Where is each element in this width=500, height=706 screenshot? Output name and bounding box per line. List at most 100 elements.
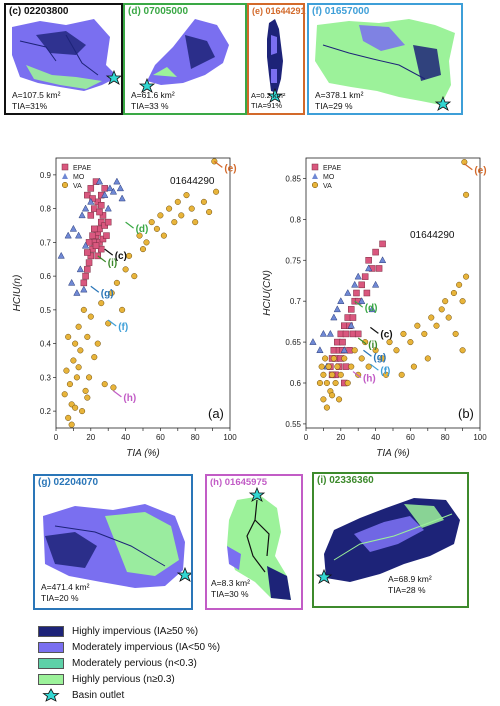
- legend-row-highly-impervious: Highly impervious (IA≥50 %): [38, 624, 198, 638]
- data-point-va: [322, 355, 329, 362]
- data-point-epae: [97, 218, 105, 226]
- data-point-va: [75, 323, 82, 330]
- data-point-epae: [358, 281, 365, 289]
- data-point-mo: [81, 241, 90, 249]
- data-point-va: [341, 355, 348, 362]
- data-point-va: [143, 239, 150, 246]
- legend-row-highly-pervious: Highly pervious (n≥0.3): [38, 672, 175, 686]
- data-point-va: [79, 408, 86, 415]
- data-point-mo: [81, 204, 90, 212]
- y-tick-label: 0.2: [40, 407, 52, 416]
- data-point-va: [456, 281, 463, 288]
- data-point-va: [459, 347, 466, 354]
- data-point-va: [91, 354, 98, 361]
- legend-swatch-moderately-pervious: [38, 657, 64, 669]
- callout-line: [107, 319, 117, 327]
- data-point-va: [398, 371, 405, 378]
- callout-line: [90, 285, 100, 293]
- data-point-mo: [319, 329, 328, 337]
- data-point-epae: [96, 208, 103, 216]
- data-point-va: [379, 355, 386, 362]
- data-point-va: [98, 300, 105, 307]
- data-point-va: [318, 363, 325, 370]
- data-point-mo: [358, 297, 366, 304]
- data-point-va: [450, 289, 457, 297]
- data-point-va: [87, 313, 94, 320]
- data-point-va: [334, 363, 341, 370]
- data-point-va: [351, 347, 358, 354]
- data-point-va: [80, 306, 87, 313]
- map-panel-f: (f) 01657000 A=378.1 km² TIA=29 %: [307, 3, 463, 115]
- data-point-va: [174, 198, 181, 205]
- data-point-va: [410, 363, 417, 370]
- data-point-epae: [103, 232, 110, 239]
- callout-line: [463, 163, 473, 171]
- data-point-va: [136, 232, 143, 239]
- y-tick-label: 0.5: [40, 306, 52, 315]
- data-point-va: [131, 273, 138, 280]
- map-panel-e: (e) 01644291 A=0.2 km² TIA=91%: [247, 3, 306, 115]
- data-point-va: [139, 246, 147, 253]
- callout-line: [370, 363, 379, 371]
- scatter-chart-b: 0 20 40 60 80 100 0.55 0.6 0.65 0.7 0.75 0.8 0.85 TIA…: [262, 157, 487, 459]
- x-tick-label: 100: [473, 433, 487, 442]
- data-point-mo: [80, 285, 88, 293]
- callout-label: (f): [118, 322, 128, 333]
- callout-label: (i): [108, 258, 117, 269]
- map-c: [12, 19, 121, 91]
- data-point-va: [188, 205, 195, 212]
- data-point-va: [320, 396, 327, 403]
- legend-marker-mo: [312, 173, 318, 179]
- data-point-va: [344, 379, 351, 387]
- data-point-mo: [69, 224, 78, 232]
- data-point-va: [77, 347, 84, 354]
- callout-label: (c): [380, 329, 392, 340]
- legend-entry: EPAE: [323, 165, 341, 172]
- data-point-va: [213, 188, 220, 195]
- y-tick-label: 0.55: [285, 420, 301, 429]
- data-point-va: [65, 414, 72, 421]
- y-tick-label: 0.3: [40, 373, 52, 382]
- panel-area-f: A=378.1 km²: [315, 90, 364, 100]
- data-point-va: [160, 232, 167, 239]
- data-point-va: [72, 340, 79, 347]
- data-point-epae: [372, 248, 379, 256]
- panel-title-e: (e) 01644291: [252, 6, 306, 16]
- data-point-mo: [368, 305, 376, 313]
- panel-tia-h: TIA=30 %: [211, 589, 249, 599]
- panel-area-h: A=8.3 km²: [211, 578, 250, 588]
- data-point-va: [414, 322, 421, 329]
- data-point-va: [148, 219, 155, 226]
- data-point-mo: [309, 338, 317, 345]
- data-point-mo: [106, 184, 114, 192]
- callout-label: (e): [224, 163, 236, 174]
- callout-line: [352, 371, 362, 379]
- data-point-mo: [73, 288, 81, 296]
- data-point-epae: [99, 235, 107, 243]
- data-point-va: [320, 371, 327, 378]
- legend-label-highly-impervious: Highly impervious (IA≥50 %): [72, 625, 199, 637]
- data-point-mo: [340, 346, 348, 354]
- legend-label-highly-pervious: Highly pervious (n≥0.3): [72, 673, 175, 685]
- data-point-va: [386, 339, 393, 346]
- data-point-va: [316, 379, 323, 387]
- x-tick-label: 100: [223, 433, 237, 442]
- data-point-mo: [347, 321, 355, 329]
- y-tick-label: 0.7: [40, 238, 52, 247]
- data-point-va: [445, 314, 452, 321]
- data-point-va: [433, 322, 440, 329]
- annotation-text: 01644290: [170, 176, 215, 187]
- callout-label: (h): [363, 374, 376, 385]
- data-point-mo: [57, 251, 65, 259]
- data-point-va: [206, 208, 213, 216]
- data-point-mo: [64, 231, 72, 239]
- data-point-mo: [326, 329, 334, 337]
- star-icon: [42, 688, 60, 702]
- data-point-va: [94, 340, 101, 347]
- map-e: [266, 19, 284, 103]
- map-i: [315, 498, 460, 584]
- data-point-va: [84, 333, 91, 340]
- data-point-mo: [351, 280, 359, 288]
- data-point-mo: [365, 264, 373, 272]
- data-point-mo: [333, 305, 341, 313]
